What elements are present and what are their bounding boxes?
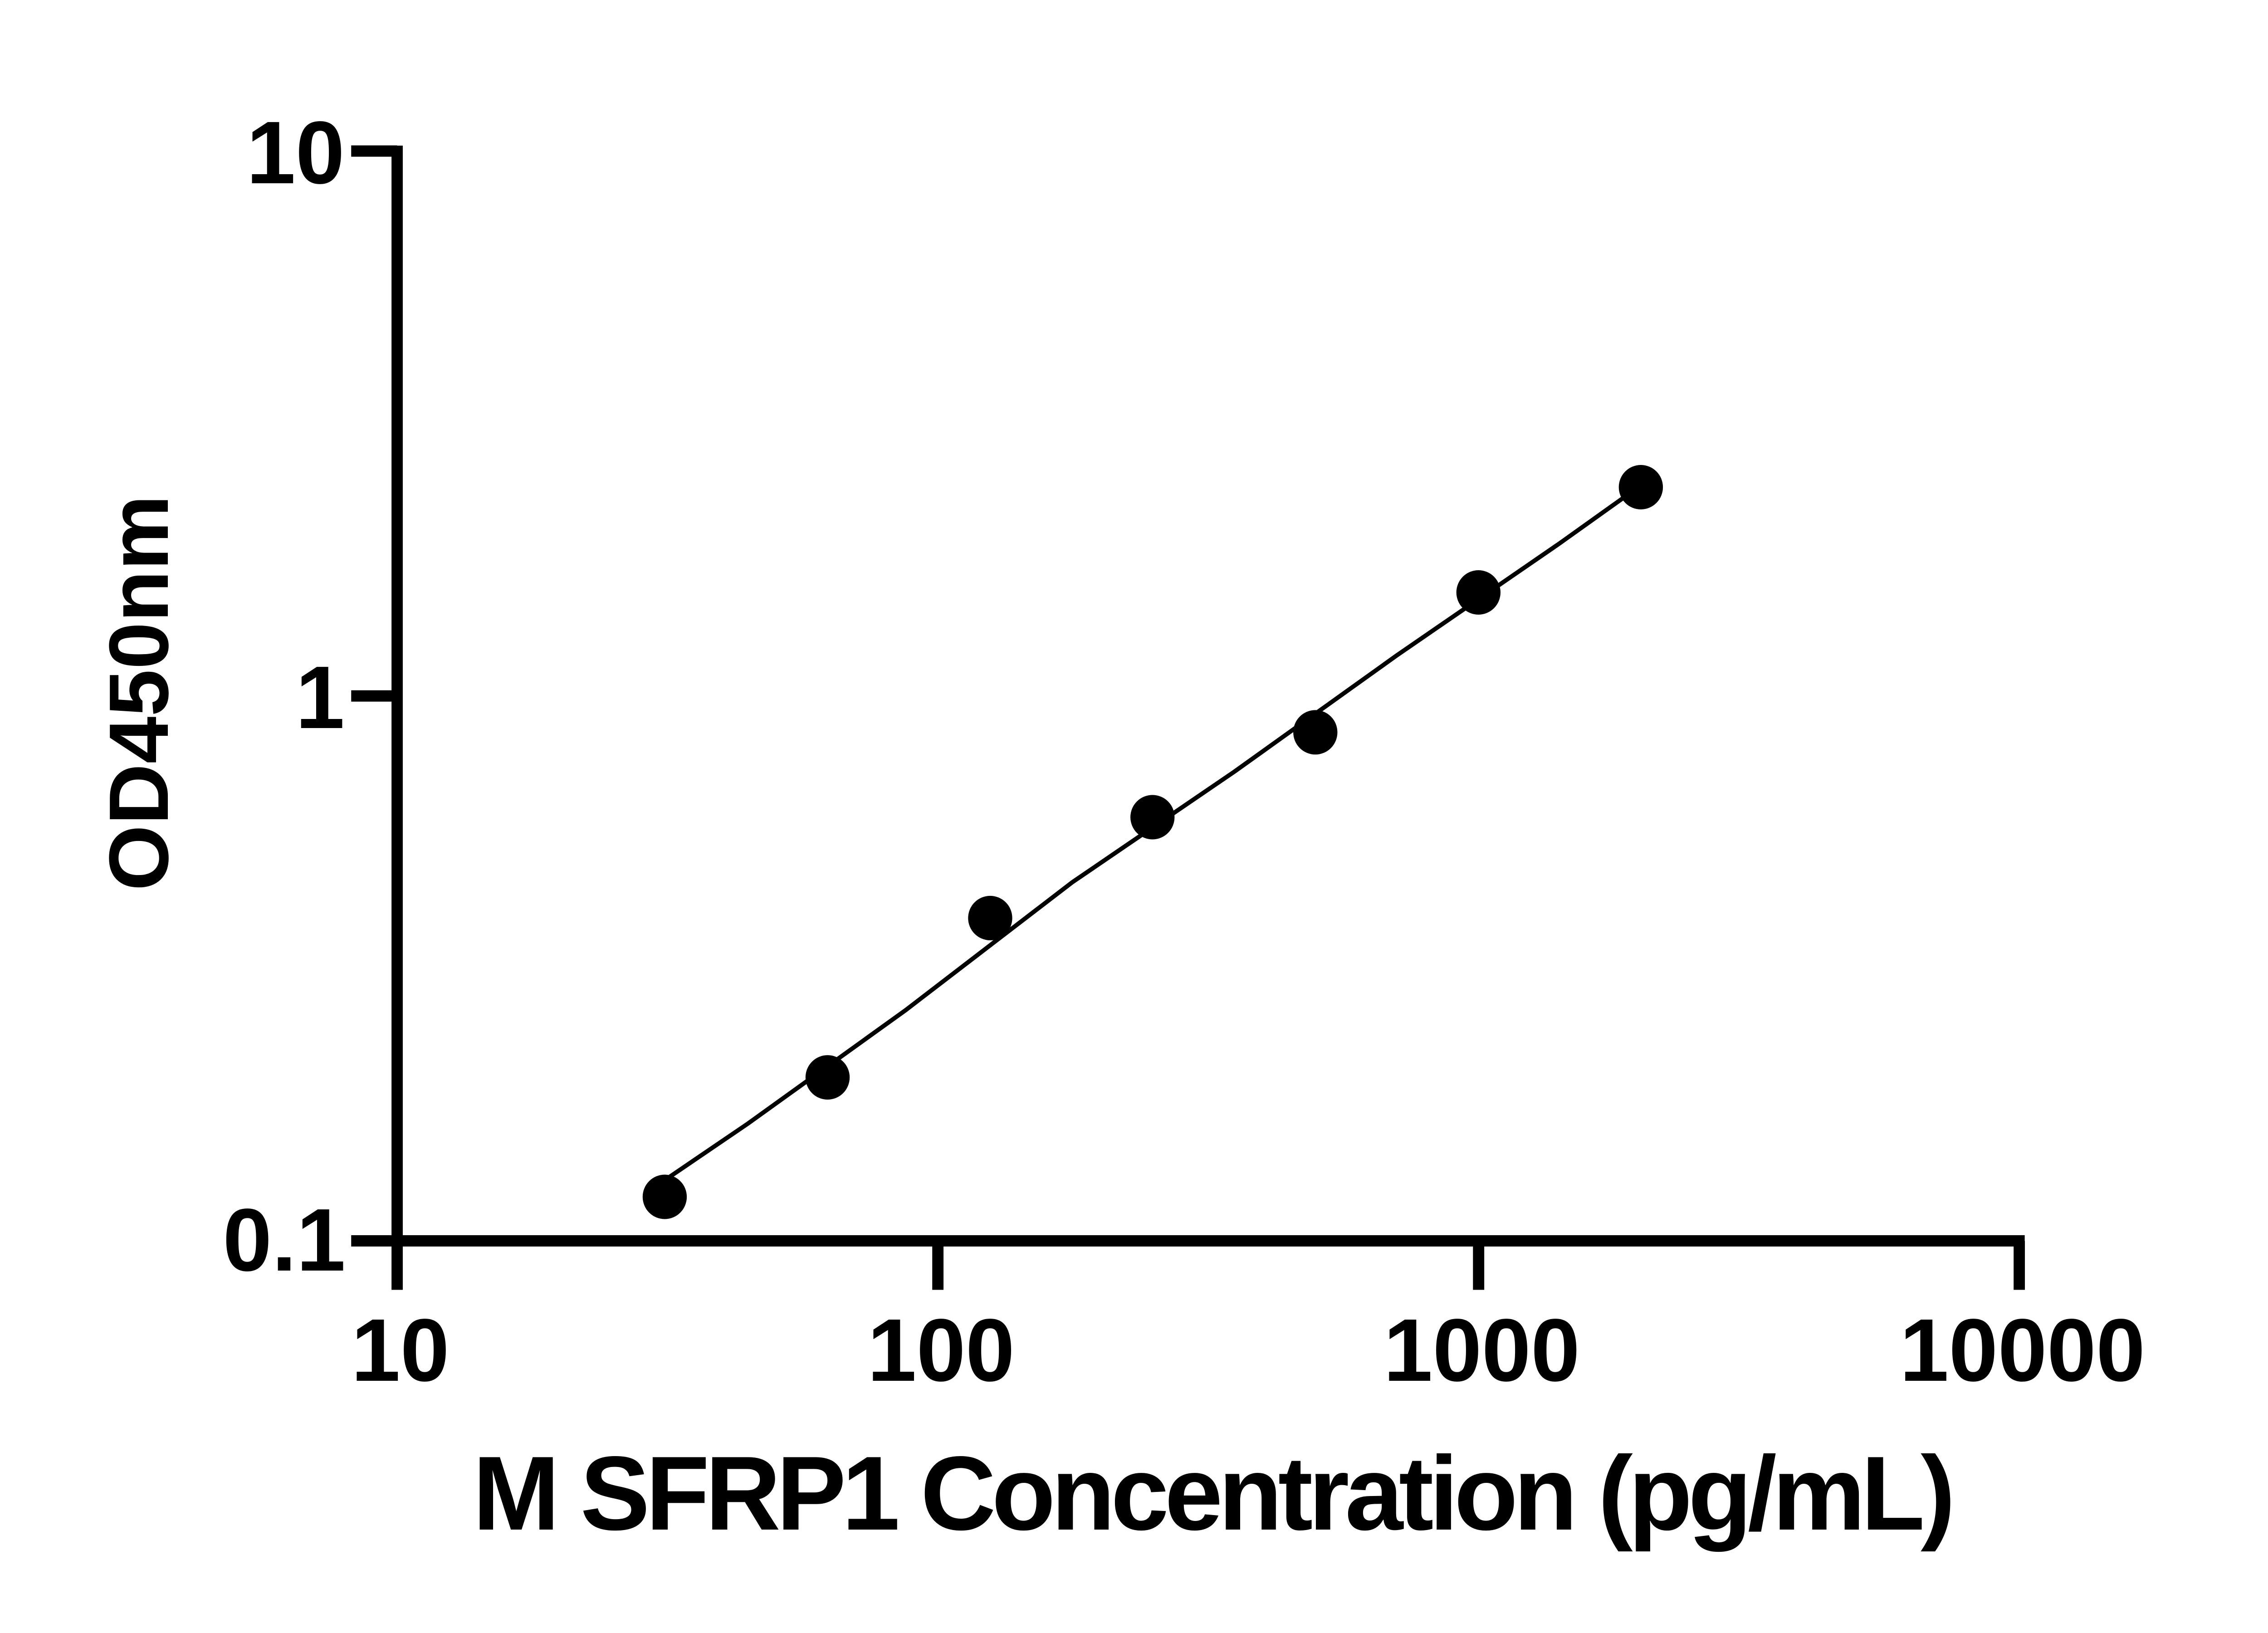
svg-text:OD450nm: OD450nm: [92, 495, 186, 891]
svg-text:0.1: 0.1: [223, 1190, 346, 1290]
svg-text:M SFRP1 Concentration (pg/mL): M SFRP1 Concentration (pg/mL): [473, 1434, 1951, 1552]
svg-text:1: 1: [296, 648, 345, 747]
svg-text:100: 100: [867, 1301, 1015, 1400]
svg-text:10: 10: [246, 103, 345, 202]
svg-text:10: 10: [351, 1301, 450, 1400]
svg-text:1000: 1000: [1383, 1301, 1580, 1400]
svg-text:10000: 10000: [1900, 1301, 2145, 1400]
